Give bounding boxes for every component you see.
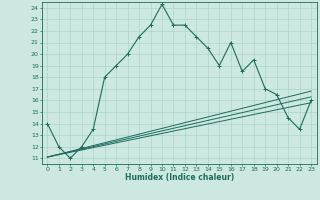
X-axis label: Humidex (Indice chaleur): Humidex (Indice chaleur) (124, 173, 234, 182)
